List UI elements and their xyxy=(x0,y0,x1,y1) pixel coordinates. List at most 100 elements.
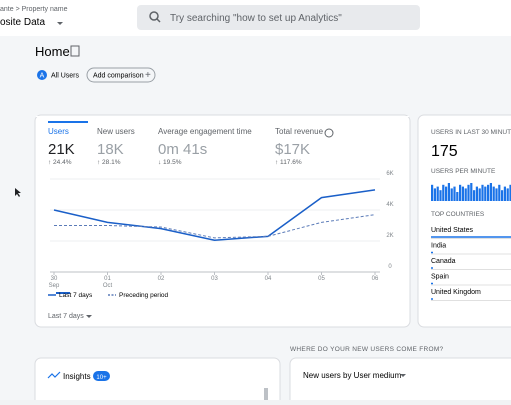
insights-title: Insights xyxy=(63,372,91,381)
per-minute-label: USERS PER MINUTE xyxy=(431,168,496,175)
breadcrumb: ante > Property name xyxy=(0,6,68,13)
search-icon xyxy=(156,18,161,23)
segment-badge xyxy=(37,70,47,80)
help-icon[interactable] xyxy=(324,128,334,138)
metric-label[interactable]: New users xyxy=(97,127,135,136)
minute-bar xyxy=(464,188,467,201)
line xyxy=(54,214,376,239)
metric-value: 0m 41s xyxy=(158,141,207,158)
minute-bar xyxy=(498,184,501,201)
minute-bar xyxy=(509,184,511,201)
main-card xyxy=(34,114,411,328)
minute-bar xyxy=(453,186,456,201)
minute-bar xyxy=(503,186,506,201)
x-tick-label: 06 xyxy=(372,276,379,282)
line xyxy=(53,189,376,241)
sources-card xyxy=(289,357,511,405)
minute-bar xyxy=(501,190,504,201)
metric-label[interactable]: Users xyxy=(48,127,69,136)
minute-bar xyxy=(447,183,450,201)
x-tick-label: 02 xyxy=(158,276,165,282)
scrollbar xyxy=(264,388,268,400)
metric-change: ↑ 28.1% xyxy=(97,159,121,166)
minute-bar xyxy=(467,184,470,201)
metric-change: ↑ 24.4% xyxy=(48,159,72,166)
legend-label: Preceding period xyxy=(119,292,169,299)
minute-bar xyxy=(487,184,490,201)
country: United Kingdom xyxy=(431,289,481,296)
x-tick-label: 01 xyxy=(104,276,111,282)
page-title: Home xyxy=(35,44,70,59)
country: United States xyxy=(431,227,474,234)
minute-bar xyxy=(495,188,498,201)
dropdown-arrow xyxy=(86,315,92,318)
y-tick-label: 6K xyxy=(386,171,393,177)
sources-dropdown[interactable]: New users by User medium xyxy=(303,371,402,380)
add-comparison-chip[interactable] xyxy=(86,67,156,83)
dropdown-arrow xyxy=(57,22,63,25)
realtime-value: 175 xyxy=(431,143,458,160)
minute-bar xyxy=(506,188,509,201)
cursor xyxy=(15,188,21,197)
metric-change: ↓ 19.5% xyxy=(158,159,182,166)
report-icon[interactable] xyxy=(70,45,80,57)
metric-value: $17K xyxy=(275,141,310,158)
metric-label[interactable]: Total revenue xyxy=(275,127,324,136)
x-tick-label: 04 xyxy=(265,276,272,282)
x-tick-sublabel: Oct xyxy=(103,283,113,289)
segment[interactable]: All Users xyxy=(51,73,80,80)
minute-bar xyxy=(439,190,442,201)
realtime-title: USERS IN LAST 30 MINUT xyxy=(431,129,511,136)
minute-bar xyxy=(445,186,448,201)
minute-bar xyxy=(436,186,439,201)
minute-bar xyxy=(461,186,464,201)
minute-bar xyxy=(459,184,462,201)
minute-bar xyxy=(492,186,495,201)
property[interactable]: osite Data xyxy=(0,17,45,28)
y-tick-label: 2K xyxy=(386,233,393,239)
x-tick-label: 05 xyxy=(318,276,325,282)
metric-value: 21K xyxy=(48,141,75,158)
minute-bar xyxy=(478,188,481,201)
date-range[interactable]: Last 7 days xyxy=(48,313,84,320)
minute-bar xyxy=(431,184,434,201)
insights-card xyxy=(34,357,281,405)
insights-icon xyxy=(47,371,61,379)
plus-icon: + xyxy=(145,70,151,81)
search-placeholder: Try searching "how to set up Analytics" xyxy=(170,13,342,24)
minute-bar xyxy=(433,188,436,201)
metric-value: 18K xyxy=(97,141,124,158)
country: India xyxy=(431,243,446,250)
y-tick-label: 0 xyxy=(388,264,392,270)
sources-title: WHERE DO YOUR NEW USERS COME FROM? xyxy=(290,346,444,353)
y-tick-label: 4K xyxy=(386,202,393,208)
minute-bar xyxy=(489,183,492,201)
minute-bar xyxy=(473,190,476,201)
segment-initial: A xyxy=(40,73,45,80)
insights-badge xyxy=(93,371,110,381)
minute-bar xyxy=(442,184,445,201)
realtime-card xyxy=(417,114,511,328)
metric-label[interactable]: Average engagement time xyxy=(158,127,252,136)
metric-change: ↑ 117.6% xyxy=(275,159,302,166)
x-tick-sublabel: Sep xyxy=(49,283,60,289)
minute-bar xyxy=(484,186,487,201)
minute-bar xyxy=(475,186,478,201)
x-tick-label: 30 xyxy=(51,276,58,282)
country: Canada xyxy=(431,258,456,265)
dropdown-arrow xyxy=(400,374,406,377)
minute-bar xyxy=(470,183,473,201)
country: Spain xyxy=(431,274,449,281)
search-icon xyxy=(149,11,159,21)
add-comparison[interactable]: Add comparison xyxy=(93,73,144,80)
minute-bar xyxy=(450,188,453,201)
top-countries-label: TOP COUNTRIES xyxy=(431,211,485,218)
minute-bar xyxy=(481,184,484,201)
search-box[interactable] xyxy=(137,5,420,30)
legend-label: Last 7 days xyxy=(59,292,93,299)
minute-bar xyxy=(456,192,459,201)
x-tick-label: 03 xyxy=(211,276,218,282)
insights-badge-text: 10+ xyxy=(96,375,107,381)
